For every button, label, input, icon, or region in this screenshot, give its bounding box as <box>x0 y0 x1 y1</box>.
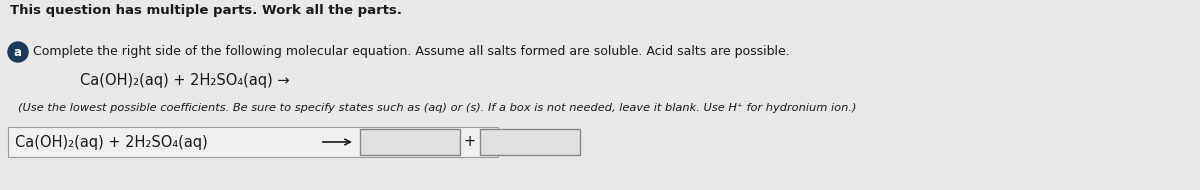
Text: +: + <box>464 135 476 150</box>
Text: This question has multiple parts. Work all the parts.: This question has multiple parts. Work a… <box>10 4 402 17</box>
FancyBboxPatch shape <box>8 127 498 157</box>
FancyBboxPatch shape <box>360 129 460 155</box>
Circle shape <box>8 42 28 62</box>
Text: (Use the lowest possible coefficients. Be sure to specify states such as (aq) or: (Use the lowest possible coefficients. B… <box>18 103 857 113</box>
Text: Ca(OH)₂(aq) + 2H₂SO₄(aq) →: Ca(OH)₂(aq) + 2H₂SO₄(aq) → <box>80 73 289 88</box>
FancyBboxPatch shape <box>480 129 580 155</box>
Text: Ca(OH)₂(aq) + 2H₂SO₄(aq): Ca(OH)₂(aq) + 2H₂SO₄(aq) <box>14 135 208 150</box>
Text: a: a <box>14 45 22 59</box>
Text: Complete the right side of the following molecular equation. Assume all salts fo: Complete the right side of the following… <box>34 45 790 59</box>
